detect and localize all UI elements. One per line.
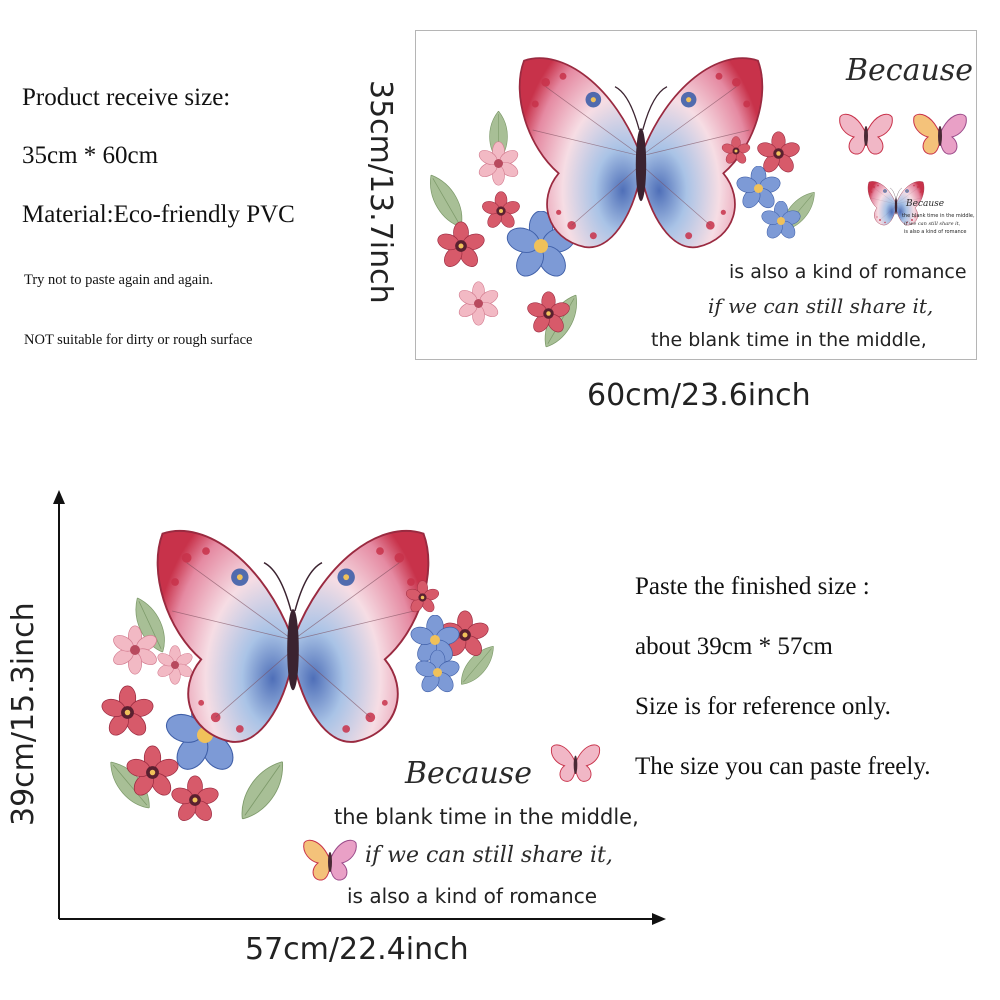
finished-info-line-4: The size you can paste freely. bbox=[635, 753, 931, 780]
mini-line-3: is also a kind of romance bbox=[904, 229, 967, 235]
finished-small-butterfly-icon bbox=[550, 744, 601, 782]
material-text: Material:Eco-friendly PVC bbox=[22, 201, 295, 228]
mini-sticker: Because the blank time in the middle, if… bbox=[866, 179, 975, 254]
sheet-quote-line-3: the blank time in the middle, bbox=[651, 329, 927, 351]
finished-side-flowers bbox=[405, 580, 501, 695]
sticker-sheet-preview: Because Because the blank time in the mi… bbox=[415, 30, 977, 360]
finished-quote-line-3: is also a kind of romance bbox=[347, 884, 598, 908]
finished-width-label: 57cm/22.4inch bbox=[245, 932, 469, 967]
mini-line-1: the blank time in the middle, bbox=[902, 213, 975, 219]
mini-line-2: if we can still share it, bbox=[904, 221, 961, 227]
sheet-height-label: 35cm/13.7inch bbox=[363, 80, 398, 304]
dimension-axes bbox=[53, 490, 666, 925]
finished-info-line-3: Size is for reference only. bbox=[635, 693, 891, 720]
sheet-quote-line-1: is also a kind of romance bbox=[729, 261, 967, 283]
receive-size-value: 35cm * 60cm bbox=[22, 142, 159, 169]
tip-text-1: Try not to paste again and again. bbox=[24, 272, 214, 288]
finished-info-line-2: about 39cm * 57cm bbox=[635, 633, 833, 660]
small-butterfly-pink-icon bbox=[839, 113, 893, 155]
side-flowers bbox=[721, 131, 822, 241]
receive-size-label: Product receive size: bbox=[22, 84, 231, 111]
tip-text-2: NOT suitable for dirty or rough surface bbox=[24, 332, 253, 348]
sheet-width-label: 60cm/23.6inch bbox=[587, 378, 811, 413]
finished-quote-line-2: if we can still share it, bbox=[365, 843, 613, 868]
finished-quote-title: Because bbox=[405, 756, 532, 791]
finished-quote-line-1: the blank time in the middle, bbox=[334, 805, 639, 829]
finished-height-label: 39cm/15.3inch bbox=[6, 602, 41, 826]
sheet-quote-line-2: if we can still share it, bbox=[708, 294, 934, 318]
mini-title: Because bbox=[906, 199, 945, 209]
sheet-quote-title: Because bbox=[846, 53, 973, 88]
small-butterfly-orange-icon bbox=[913, 113, 967, 155]
finished-info-line-1: Paste the finished size : bbox=[635, 573, 870, 600]
finished-orange-butterfly-icon bbox=[303, 839, 357, 881]
